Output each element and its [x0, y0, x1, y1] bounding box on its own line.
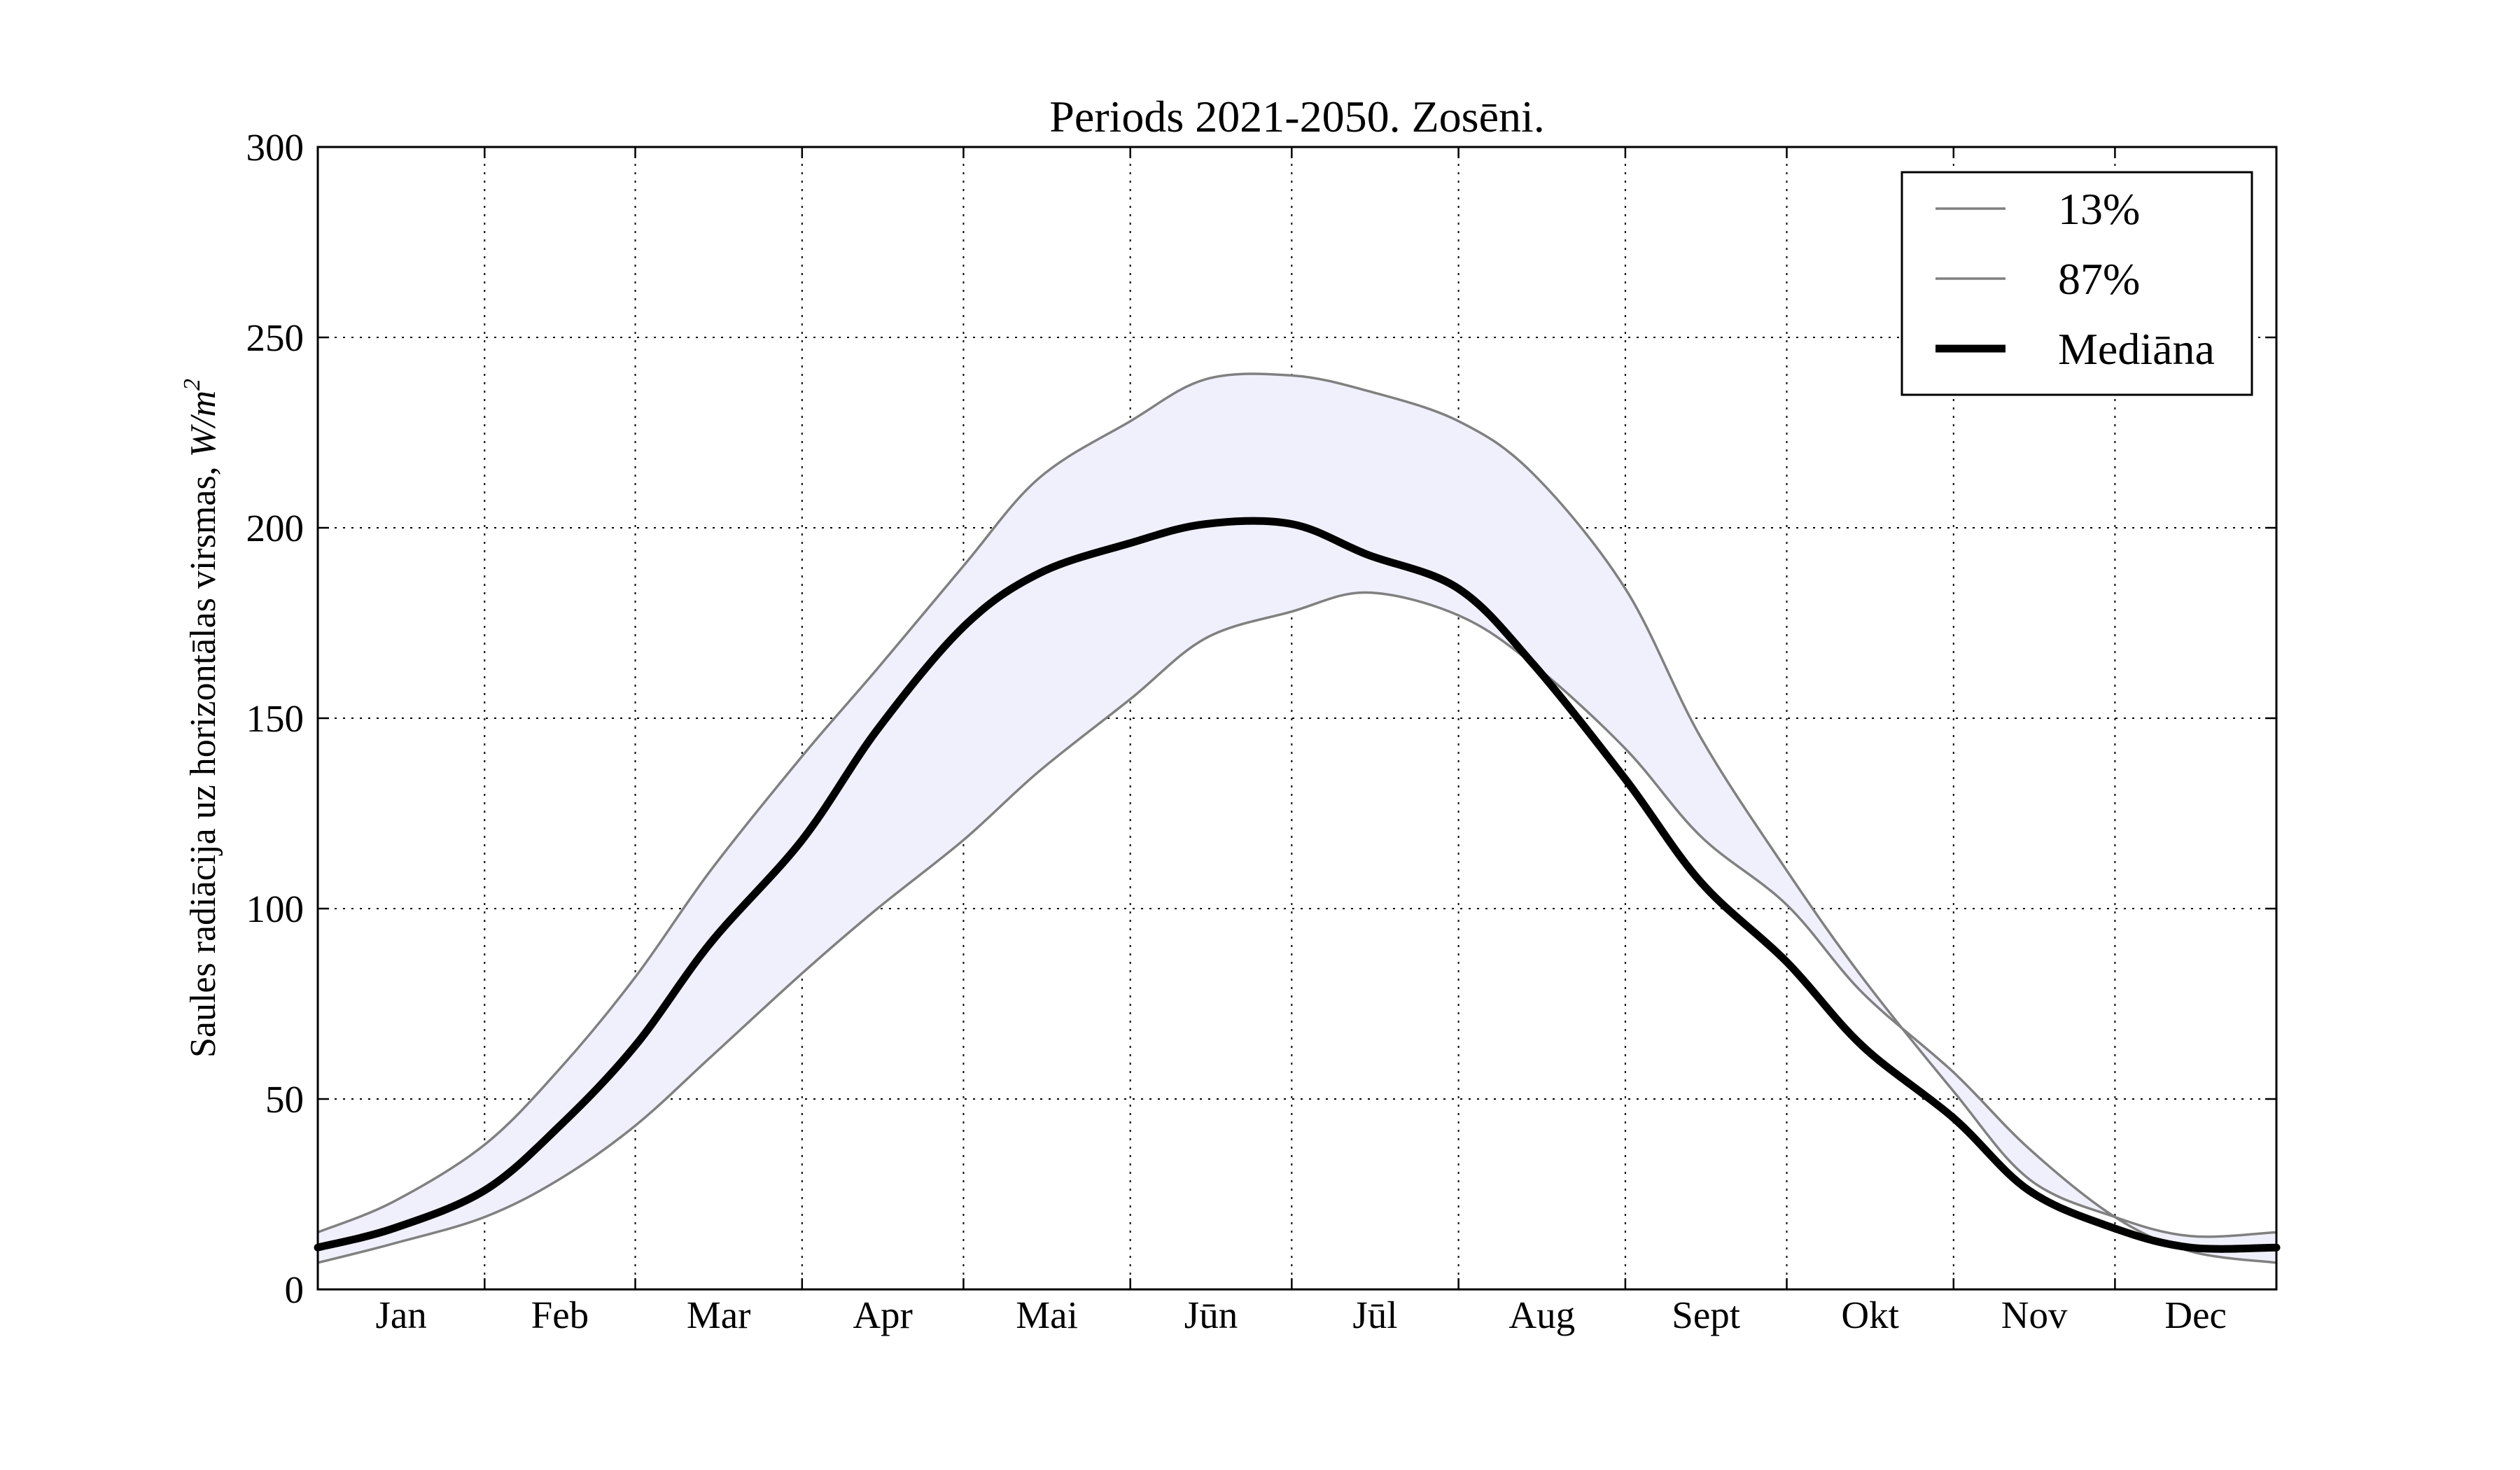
x-tick-label: Jan — [375, 1294, 426, 1336]
legend: 13% 87% Mediāna — [1900, 171, 2253, 396]
legend-label-median: Mediāna — [2058, 324, 2215, 374]
chart-title: Periods 2021-2050. Zosēni. — [1049, 92, 1545, 141]
y-tick-label: 0 — [285, 1268, 304, 1311]
legend-label-13: 13% — [2058, 184, 2140, 234]
x-tick-label: Mar — [687, 1294, 751, 1336]
x-tick-label: Sept — [1672, 1294, 1740, 1336]
series-line-median — [314, 517, 2281, 1253]
y-tick-label: 300 — [246, 126, 304, 169]
y-tick-label: 250 — [246, 316, 304, 359]
x-tick-label: Okt — [1841, 1294, 1899, 1336]
x-tick-label: Jūl — [1352, 1294, 1397, 1336]
x-tick-label: Apr — [853, 1294, 913, 1336]
series-line-13 — [317, 591, 2277, 1264]
x-tick-label: Dec — [2164, 1294, 2227, 1336]
x-tick-label: Jūn — [1184, 1294, 1238, 1336]
y-axis: 0 50 100 150 200 250 300 — [246, 126, 2276, 1311]
y-tick-label: 200 — [246, 507, 304, 550]
x-tick-label: Nov — [2001, 1294, 2068, 1336]
legend-label-87: 87% — [2058, 254, 2140, 304]
x-tick-label: Aug — [1508, 1294, 1575, 1336]
y-tick-label: 50 — [265, 1078, 304, 1121]
x-tick-label: Feb — [531, 1294, 589, 1336]
y-tick-label: 150 — [246, 697, 304, 740]
x-tick-label: Mai — [1016, 1294, 1078, 1336]
y-axis-label: Saules radiācija uz horizontālas virsmas… — [179, 379, 223, 1058]
x-axis: Jan Feb Mar Apr Mai Jūn Jūl Aug Sept Okt Nov Dec — [375, 147, 2227, 1336]
y-tick-label: 100 — [246, 888, 304, 930]
series-line-87 — [317, 372, 2277, 1238]
